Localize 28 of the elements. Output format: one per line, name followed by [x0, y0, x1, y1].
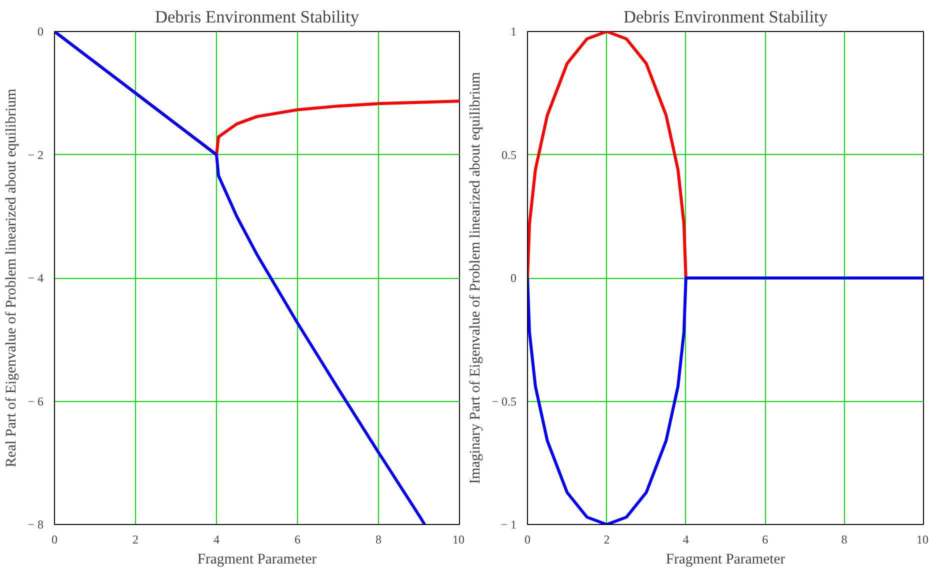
x-tick-label: 0	[524, 532, 530, 546]
x-axis-title: Fragment Parameter	[197, 552, 317, 568]
x-tick-label: 8	[841, 532, 848, 546]
x-tick-label: 8	[376, 532, 382, 546]
x-tick-label: 10	[916, 532, 928, 546]
x-tick-label: 2	[604, 532, 610, 546]
x-tick-label: 10	[452, 532, 464, 546]
x-tick-label: 6	[294, 532, 300, 546]
y-tick-label: 0	[38, 24, 44, 38]
y-tick-label: 1	[510, 24, 516, 38]
x-tick-label: 4	[682, 532, 689, 546]
chart-title: Debris Environment Stability	[623, 8, 828, 26]
x-tick-label: 6	[762, 532, 768, 546]
y-axis-title: Real Part of Eigenvalue of Problem linearized about equilibrium	[4, 88, 20, 468]
chart-title: Debris Environment Stability	[154, 8, 360, 26]
x-tick-label: 0	[52, 532, 58, 546]
y-tick-label: 0	[510, 271, 516, 285]
x-axis-title: Fragment Parameter	[666, 552, 786, 568]
x-tick-label: 2	[132, 532, 138, 546]
y-tick-label: − 8	[28, 518, 44, 532]
y-tick-label: − 6	[28, 394, 44, 408]
y-axis-title: Imaginary Part of Eigenvalue of Problem linearized about equilibrium	[468, 71, 484, 484]
y-tick-label: − 2	[28, 148, 44, 162]
y-tick-label: − 4	[28, 271, 44, 285]
y-tick-label: − 0.5	[492, 394, 517, 408]
y-tick-label: 0.5	[502, 148, 516, 162]
y-tick-label: − 1	[500, 518, 517, 532]
x-tick-label: 4	[214, 532, 220, 546]
